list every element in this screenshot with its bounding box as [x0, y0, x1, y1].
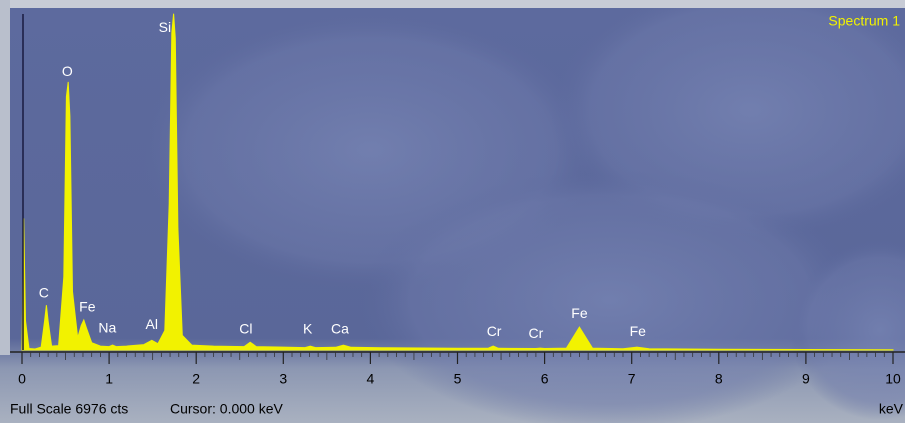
full-scale-label: Full Scale 6976 cts	[10, 401, 128, 417]
frame-left	[0, 0, 10, 355]
x-tick-label: 4	[367, 371, 375, 387]
x-tick-label: 3	[279, 371, 287, 387]
peak-label: Cl	[239, 321, 252, 337]
peak-label: Fe	[79, 298, 96, 314]
x-tick-label: 2	[192, 371, 200, 387]
peak-label: Cr	[528, 325, 543, 341]
background-blob	[360, 170, 860, 423]
peak-label: Ca	[331, 321, 349, 337]
peak-label: C	[39, 285, 49, 301]
peak-label: Fe	[630, 323, 647, 339]
peak-label: K	[303, 321, 313, 337]
spectrum-title: Spectrum 1	[828, 13, 900, 29]
background-blob	[790, 240, 905, 420]
x-tick-label: 6	[541, 371, 549, 387]
x-tick-label: 0	[18, 371, 26, 387]
peak-label: Cr	[487, 323, 502, 339]
peak-label: Fe	[571, 305, 588, 321]
peak-label: Al	[146, 316, 158, 332]
peak-label: O	[62, 63, 73, 79]
x-tick-label: 10	[885, 371, 901, 387]
x-unit-label: keV	[879, 401, 904, 417]
cursor-label: Cursor: 0.000 keV	[170, 401, 283, 417]
x-tick-label: 9	[802, 371, 810, 387]
frame-top	[0, 0, 905, 8]
x-tick-label: 8	[715, 371, 723, 387]
peak-label: Na	[98, 319, 116, 335]
x-tick-label: 5	[454, 371, 462, 387]
spectrum-area	[21, 13, 894, 351]
peak-label: Si	[159, 19, 171, 35]
x-tick-label: 7	[628, 371, 636, 387]
x-tick-label: 1	[105, 371, 113, 387]
